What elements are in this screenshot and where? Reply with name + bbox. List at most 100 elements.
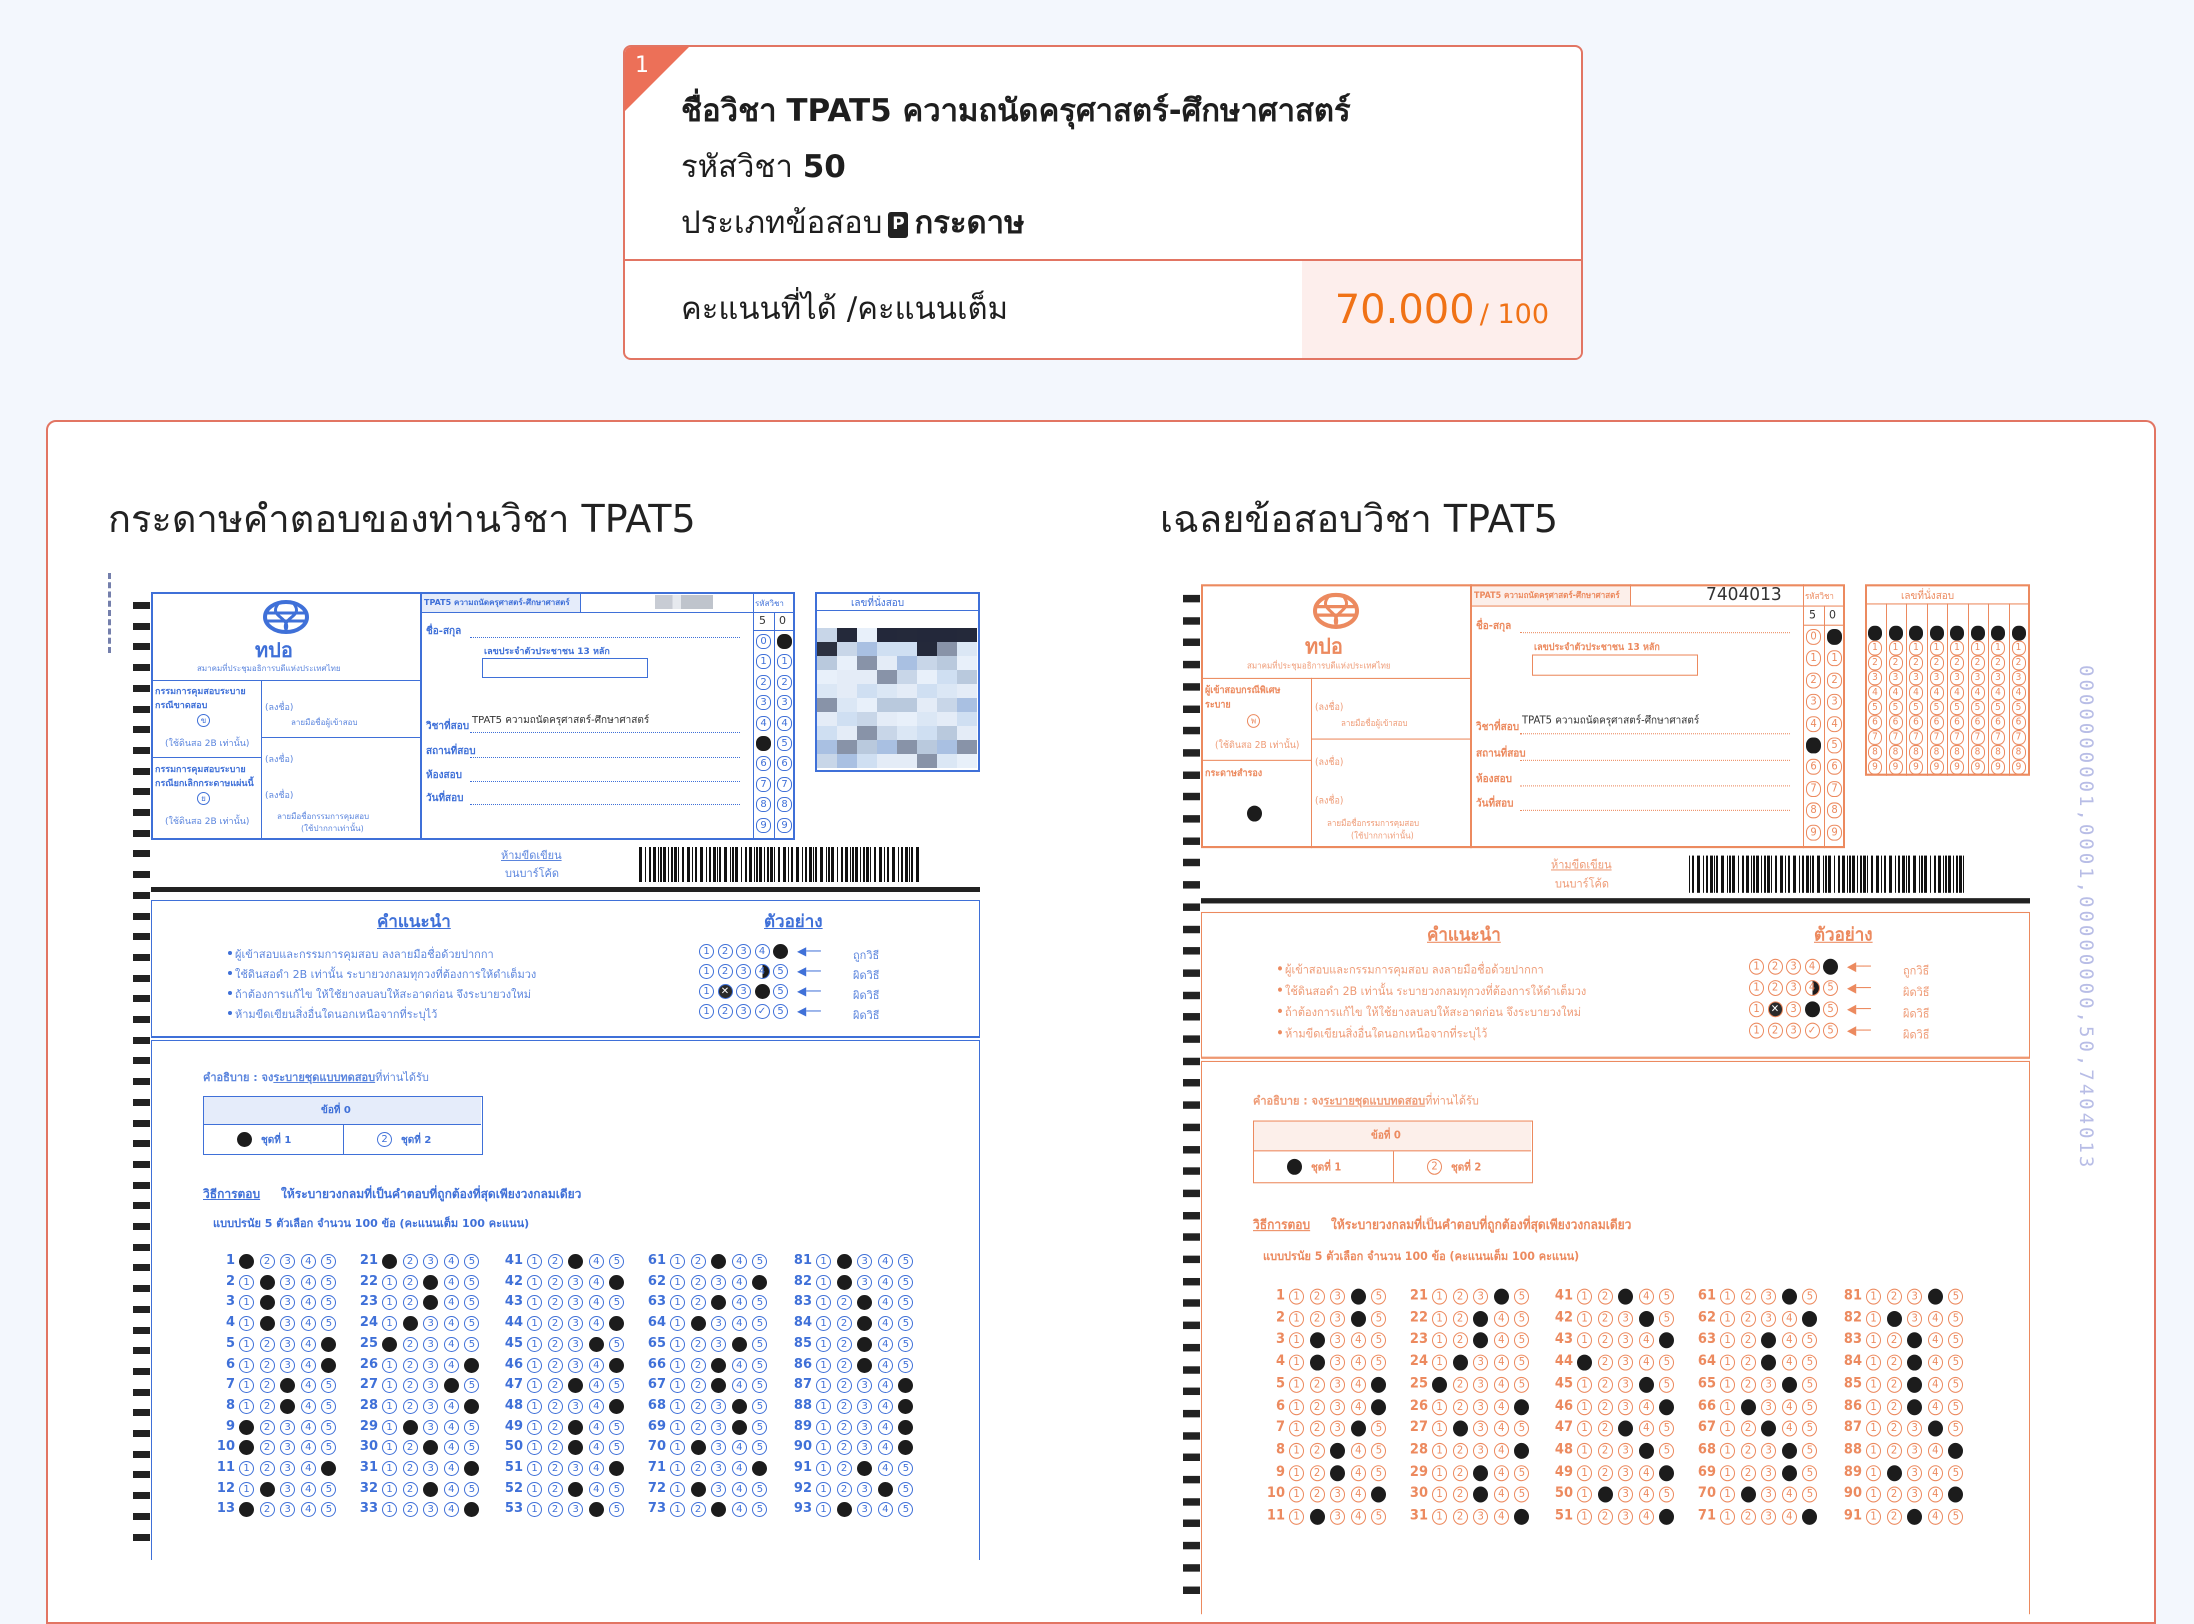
blurred-seat-cell <box>937 726 957 740</box>
exam-result-card: 1 ชื่อวิชา TPAT5 ความถนัดครุศาสตร์-ศึกษา… <box>623 45 1583 360</box>
answer-bubble: 1 <box>1866 1486 1881 1503</box>
answer-bubble: 3 <box>1473 1332 1489 1349</box>
answer-bubble: 5 <box>609 1336 625 1352</box>
answer-bubble: 5 <box>1514 1442 1530 1459</box>
answer-bubble: 2 <box>259 1316 275 1332</box>
no-write-note: บนบาร์โค้ด <box>1555 876 1609 891</box>
answer-bubble: 1 <box>1577 1354 1592 1371</box>
answer-bubble: 3 <box>857 1274 873 1290</box>
answer-bubble: 4 <box>1638 1486 1654 1503</box>
subject-code-bubble: 4 <box>1806 715 1821 732</box>
example-label: ถูกวิธี <box>1903 964 1930 978</box>
seat-number-bubble: 9 <box>1970 759 1985 775</box>
answer-bubble: 3 <box>423 1398 439 1414</box>
answer-bubble: 1 <box>1720 1486 1735 1503</box>
example-bubble: 3 <box>1786 1001 1801 1018</box>
answer-bubble: 3 <box>1473 1288 1489 1305</box>
question-number: 50 <box>1554 1485 1573 1502</box>
answer-bubble: 3 <box>423 1502 439 1518</box>
answer-bubble: 2 <box>1452 1420 1468 1437</box>
subject-code-bubble: 1 <box>1827 650 1842 667</box>
answer-bubble: 2 <box>1309 1398 1325 1415</box>
divider <box>1803 624 1845 626</box>
answer-bubble: 1 <box>1866 1376 1881 1393</box>
answer-bubble: 3 <box>423 1316 439 1332</box>
answer-bubble: 1 <box>382 1461 397 1476</box>
timing-mark <box>1183 815 1200 823</box>
answer-bubble: 5 <box>1514 1398 1530 1415</box>
answer-bubble: 1 <box>670 1336 685 1352</box>
answer-bubble: 3 <box>711 1274 727 1290</box>
answer-bubble: 1 <box>816 1378 831 1394</box>
answer-bubble: 3 <box>1907 1310 1923 1327</box>
example-bubble: 5 <box>1823 1022 1838 1039</box>
example-bubble: 4 <box>1804 1001 1820 1018</box>
answer-bubble: 1 <box>1720 1376 1735 1393</box>
card-divider <box>625 259 1581 261</box>
seat-number-bubble: 6 <box>1950 715 1964 731</box>
set-option: ชุดที่ 2 <box>1451 1162 1482 1174</box>
blurred-seat-cell <box>857 740 877 754</box>
question-number: 46 <box>504 1356 523 1372</box>
timing-mark <box>133 1016 150 1023</box>
answer-bubble: 1 <box>816 1398 831 1414</box>
blurred-seat-cell <box>817 754 837 768</box>
answer-bubble: 5 <box>752 1481 768 1497</box>
answer-bubble: 2 <box>1309 1464 1325 1481</box>
answer-bubble: 2 <box>547 1419 563 1435</box>
answer-bubble: 2 <box>836 1254 852 1269</box>
seat-number-bubble: 9 <box>1909 759 1923 775</box>
example-bubble: 1 <box>1749 958 1764 975</box>
subject-code-bubble: 0 <box>1806 628 1821 645</box>
barcode-bar <box>892 847 895 882</box>
barcode-bar <box>717 847 718 882</box>
answer-bubble: 5 <box>1514 1420 1530 1437</box>
answer-bubble: 3 <box>1618 1442 1634 1459</box>
answer-bubble: 4 <box>877 1378 893 1394</box>
subject-code-bubble: 4 <box>1827 715 1842 732</box>
answer-bubble: 1 <box>1720 1332 1735 1349</box>
answer-bubble: 4 <box>300 1398 316 1414</box>
timing-mark <box>1183 1079 1200 1087</box>
answer-bubble: 4 <box>300 1461 316 1476</box>
answer-bubble: 2 <box>690 1295 706 1311</box>
code-digit: 0 <box>779 614 786 627</box>
answer-bubble: 4 <box>588 1378 604 1394</box>
answer-bubble: 1 <box>1577 1288 1592 1305</box>
answer-bubble: 5 <box>898 1357 914 1373</box>
answer-bubble: 3 <box>1618 1420 1634 1437</box>
answer-bubble: 4 <box>1638 1354 1654 1371</box>
blurred-seat-cell <box>897 670 917 684</box>
barcode-bar <box>1780 855 1783 893</box>
question-number: 66 <box>647 1356 666 1372</box>
blurred-seat-cell <box>897 698 917 712</box>
field-line <box>470 804 740 805</box>
timing-mark <box>1183 1035 1200 1043</box>
blurred-seat-cell <box>817 726 837 740</box>
answer-bubble: 2 <box>1740 1310 1756 1327</box>
answer-bubble: 1 <box>239 1481 254 1497</box>
question-number: 26 <box>1409 1397 1428 1414</box>
answer-bubble: 3 <box>1330 1376 1346 1393</box>
answer-bubble: 5 <box>1371 1288 1387 1305</box>
answer-bubble: 2 <box>1886 1420 1902 1437</box>
subject-line: ชื่อวิชา TPAT5 ความถนัดครุศาสตร์-ศึกษาศา… <box>681 85 1351 135</box>
answer-bubble: 1 <box>239 1461 254 1476</box>
timing-mark <box>133 1285 150 1293</box>
seat-number-bubble: 3 <box>1909 670 1923 686</box>
example-bubble: 2 <box>1767 1022 1783 1039</box>
barcode-bar <box>1963 855 1964 893</box>
answer-bubble: 1 <box>1432 1420 1447 1437</box>
answer-bubble: 1 <box>239 1336 254 1352</box>
answer-bubble: 5 <box>1514 1332 1530 1349</box>
answer-bubble: 1 <box>1432 1464 1447 1481</box>
blurred-seat-cell <box>957 698 977 712</box>
divider <box>1470 605 1845 607</box>
answer-bubble: 3 <box>1473 1442 1489 1459</box>
advice-title: คำแนะนำ <box>1427 924 1501 947</box>
answer-bubble: 2 <box>1452 1464 1468 1481</box>
subject-code-bubble: 1 <box>756 654 771 670</box>
timing-mark <box>133 684 150 692</box>
barcode-bar <box>1706 855 1708 893</box>
barcode-bar <box>671 847 673 882</box>
